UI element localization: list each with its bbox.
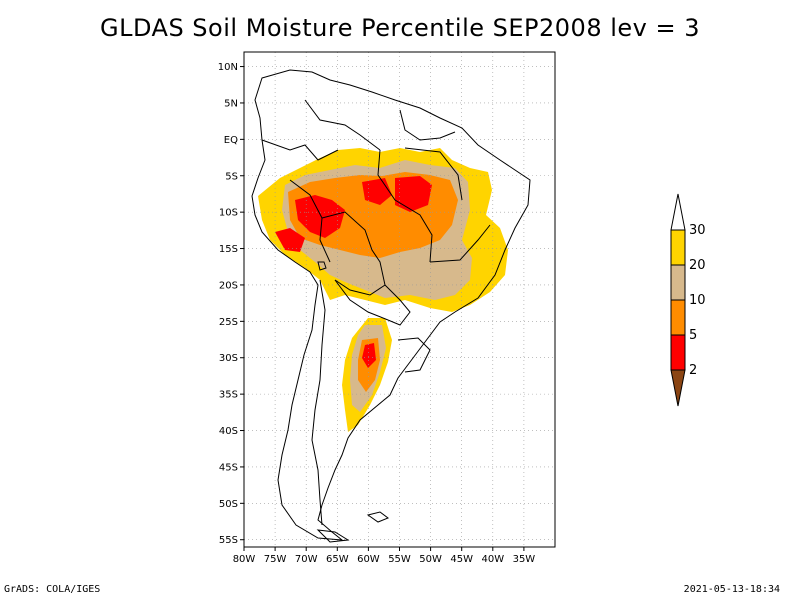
border-argentina-north: [334, 279, 389, 321]
lon-tick-label: 70W: [295, 554, 318, 565]
border-venezuela: [304, 99, 381, 151]
footer-timestamp: 2021-05-13-18:34: [683, 584, 780, 595]
falklands-island: [366, 511, 390, 523]
lat-tick-label: 5N: [224, 98, 238, 109]
lon-tick-label: 65W: [326, 554, 349, 565]
border-argentina-chile: [311, 279, 326, 526]
lon-tick-label: 40W: [481, 554, 504, 565]
region-red-peru: [275, 228, 305, 252]
lat-tick-label: 20S: [219, 280, 238, 291]
border-brazil-states-2: [429, 224, 491, 263]
border-brazil-states-1: [404, 147, 463, 201]
border-brazil-interior: [377, 149, 433, 263]
lat-tick-label: 35S: [219, 390, 238, 401]
lon-tick-label: 75W: [264, 554, 287, 565]
lat-tick-label: 25S: [219, 317, 238, 328]
lon-tick-label: 35W: [513, 554, 536, 565]
tierra-del-fuego: [316, 529, 350, 543]
lon-tick-label: 60W: [357, 554, 380, 565]
lake-titicaca: [317, 261, 327, 271]
colorbar-label: 10: [689, 293, 706, 308]
lon-tick-label: 55W: [388, 554, 411, 565]
lat-tick-label: 30S: [219, 353, 238, 364]
lat-tick-label: EQ: [224, 135, 238, 146]
border-uruguay: [397, 337, 431, 373]
border-paraguay: [384, 284, 411, 326]
border-guianas: [399, 109, 456, 141]
lat-tick-label: 15S: [219, 244, 238, 255]
lat-tick-label: 10S: [219, 208, 238, 219]
colorbar-segment: [670, 334, 686, 371]
lat-tick-label: 50S: [219, 499, 238, 510]
map-title: GLDAS Soil Moisture Percentile SEP2008 l…: [100, 14, 700, 42]
coastlines: [251, 69, 531, 543]
footer-credit: GrADS: COLA/IGES: [4, 584, 101, 595]
region-red-argentina: [362, 343, 376, 368]
lat-tick-label: 5S: [225, 171, 238, 182]
border-colombia: [261, 139, 339, 161]
border-bolivia: [321, 211, 386, 296]
lat-tick-label: 10N: [218, 62, 238, 73]
lat-tick-label: 55S: [219, 535, 238, 546]
lon-tick-label: 45W: [450, 554, 473, 565]
colorbar-label: 5: [689, 328, 697, 343]
colorbar-top-arrow: [670, 193, 686, 231]
colorbar-segment: [670, 229, 686, 266]
lat-tick-label: 40S: [219, 426, 238, 437]
shaded-regions: [258, 148, 508, 432]
colorbar-label: 20: [689, 258, 706, 273]
colorbar-label: 30: [689, 223, 706, 238]
latitude-axis: 10N 5N EQ 5S 10S 15S 20S 25S 30S 35S 40S 45S 50S 55S: [218, 62, 244, 546]
south-america-outline: [251, 69, 531, 541]
colorbar-label: 2: [689, 363, 697, 378]
colorbar-bottom-arrow: [670, 369, 686, 407]
region-red-west: [295, 195, 345, 238]
lat-tick-label: 45S: [219, 462, 238, 473]
colorbar: 30 20 10 5 2: [670, 193, 706, 407]
colorbar-segment: [670, 299, 686, 336]
longitude-axis: 80W 75W 70W 65W 60W 55W 50W 45W 40W 35W: [233, 547, 536, 565]
colorbar-segment: [670, 264, 686, 301]
lon-tick-label: 50W: [419, 554, 442, 565]
lon-tick-label: 80W: [233, 554, 256, 565]
region-red-east: [395, 176, 432, 212]
